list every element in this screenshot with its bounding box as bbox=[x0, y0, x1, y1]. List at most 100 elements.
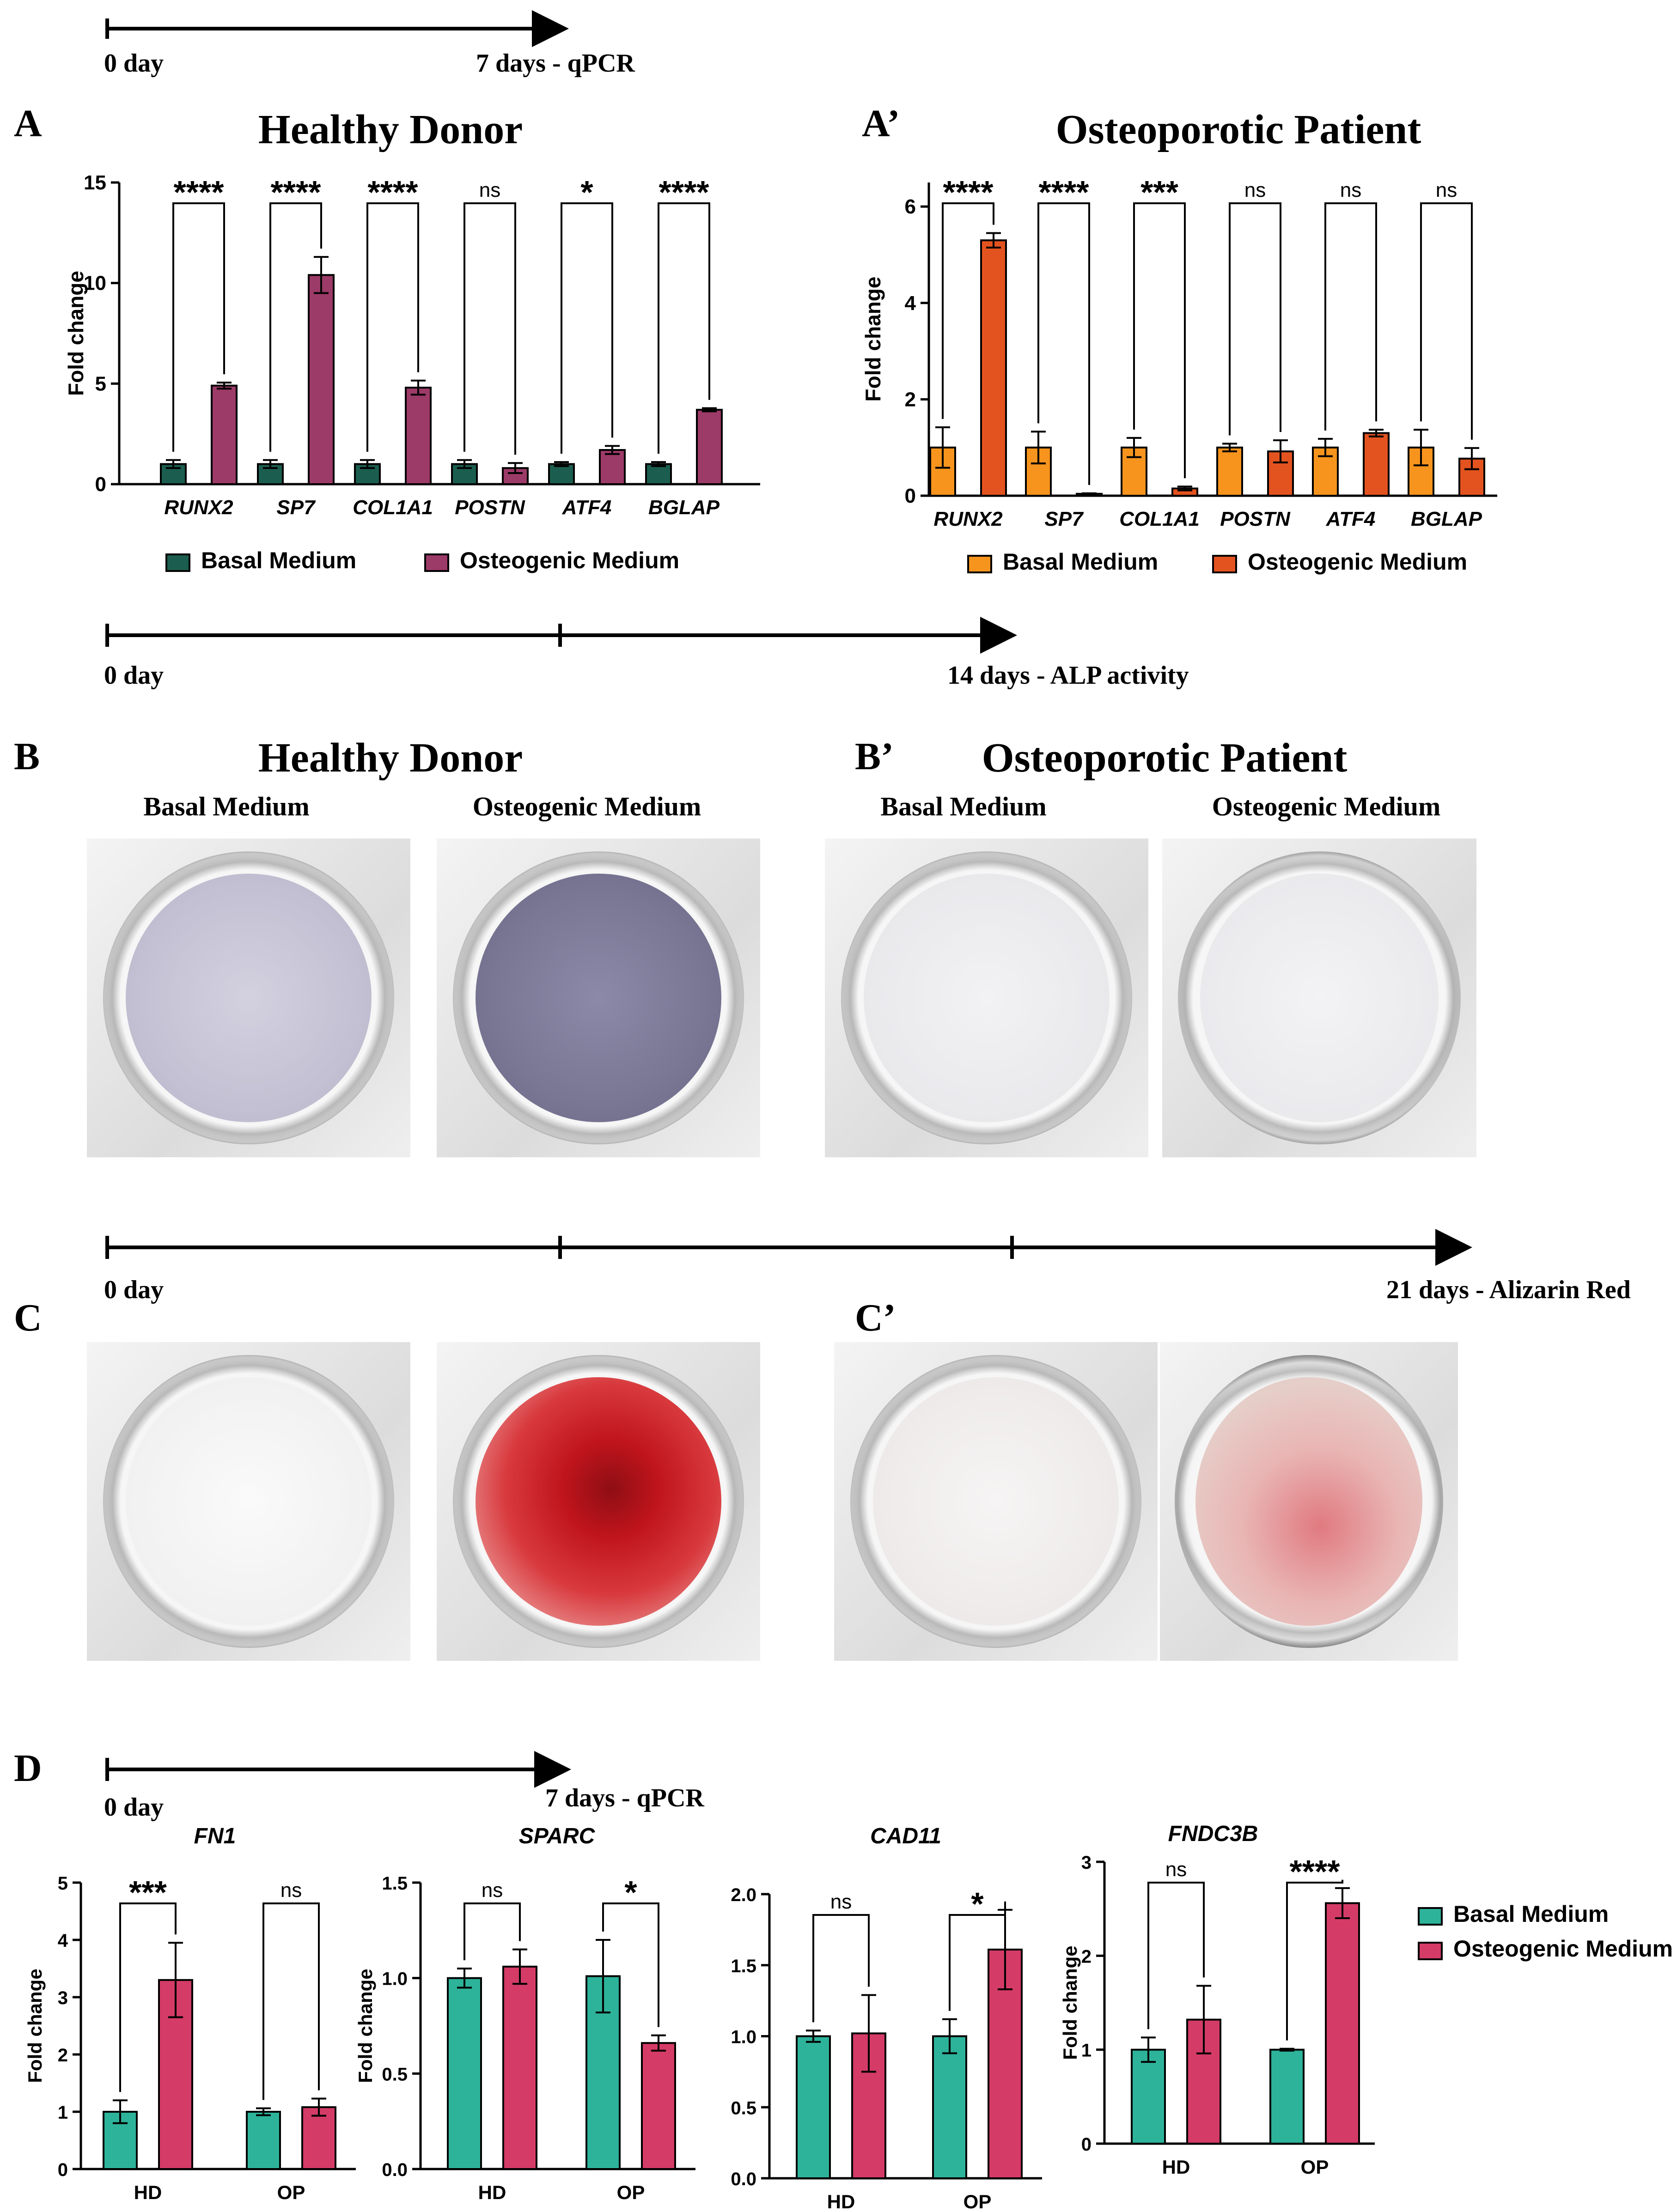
A-bar-RUNX2-osteogenic bbox=[211, 384, 238, 485]
A-sig-bracket-POSTN bbox=[463, 202, 516, 455]
A2-sig-label-ATF4: ns bbox=[1340, 179, 1361, 201]
well-photo-b-op-osteogenic bbox=[1162, 839, 1476, 1157]
A-ytick-label-10: 10 bbox=[84, 272, 106, 295]
A-category-ATF4: ATF4 bbox=[562, 496, 612, 519]
a-legend-label-0: Basal Medium bbox=[201, 547, 356, 573]
panel-b-sub-basal: Basal Medium bbox=[143, 791, 309, 821]
D4-category-OP: OP bbox=[1301, 2156, 1329, 2178]
A-category-COL1A1: COL1A1 bbox=[353, 496, 433, 519]
a-legend-swatch-1 bbox=[424, 553, 449, 572]
D2-category-OP: OP bbox=[617, 2182, 645, 2203]
well-photo-b-hd-osteogenic bbox=[437, 839, 760, 1157]
d-legend-swatch-0 bbox=[1418, 1907, 1443, 1926]
a-legend-label-1: Osteogenic Medium bbox=[460, 547, 679, 573]
A2-category-SP7: SP7 bbox=[1044, 508, 1084, 530]
D1-category-OP: OP bbox=[277, 2182, 305, 2203]
a-legend-swatch-0 bbox=[165, 553, 190, 572]
A-bar-SP7-osteogenic bbox=[308, 274, 335, 486]
A-sig-label-RUNX2: **** bbox=[174, 174, 225, 210]
timeline-4-start: 0 day bbox=[104, 1793, 164, 1822]
A2-sig-bracket-BGLAP bbox=[1420, 202, 1473, 440]
well-photo-c-op-basal bbox=[834, 1342, 1158, 1661]
A-sig-label-BGLAP: **** bbox=[659, 174, 710, 210]
timeline-3-start: 0 day bbox=[104, 1276, 164, 1304]
A2-ytick-label-6: 6 bbox=[905, 195, 916, 218]
timeline-4-end: 7 days - qPCR bbox=[545, 1784, 704, 1812]
panel-label-c-prime: C’ bbox=[855, 1296, 896, 1339]
D1-sig-label-OP: ns bbox=[281, 1879, 302, 1902]
D4-y-label: Fold change bbox=[1059, 1945, 1081, 2060]
panel-label-b: B bbox=[14, 735, 40, 778]
D4-ytick-label-0: 0 bbox=[1081, 2134, 1092, 2155]
D3-sig-bracket-OP bbox=[949, 1901, 1006, 2011]
D2-ytick-label-0.5: 0.5 bbox=[382, 2064, 408, 2084]
A2-sig-bracket-SP7 bbox=[1037, 202, 1090, 485]
panel-label-a-prime: A’ bbox=[862, 102, 900, 145]
D1-y-label: Fold change bbox=[24, 1969, 46, 2083]
D2-ytick-label-0: 0.0 bbox=[382, 2160, 408, 2180]
A-bar-ATF4-basal bbox=[548, 463, 575, 486]
d-legend-label-1: Osteogenic Medium bbox=[1453, 1936, 1673, 1962]
D4-bar-HD-basal bbox=[1131, 2048, 1166, 2145]
A-sig-bracket-COL1A1 bbox=[366, 202, 419, 452]
A2-category-COL1A1: COL1A1 bbox=[1119, 508, 1200, 530]
A-bar-COL1A1-osteogenic bbox=[405, 387, 432, 485]
A2-sig-label-BGLAP: ns bbox=[1436, 179, 1457, 201]
A2-category-RUNX2: RUNX2 bbox=[933, 508, 1003, 530]
D1-bar-OP-basal bbox=[246, 2111, 281, 2170]
A2-sig-label-RUNX2: **** bbox=[943, 174, 994, 210]
A2-sig-label-POSTN: ns bbox=[1244, 179, 1266, 201]
A-category-RUNX2: RUNX2 bbox=[164, 496, 233, 519]
D4-sig-label-HD: ns bbox=[1165, 1858, 1187, 1881]
timeline-2: 0 day 14 days - ALP activity bbox=[104, 617, 1189, 690]
A2-sig-label-COL1A1: *** bbox=[1140, 174, 1178, 210]
panel-a-prime-title: Osteoporotic Patient bbox=[1056, 107, 1421, 152]
A-sig-label-COL1A1: **** bbox=[368, 174, 419, 210]
A2-bar-POSTN-basal bbox=[1216, 446, 1243, 497]
D3-ytick-label-1.5: 1.5 bbox=[731, 1956, 756, 1976]
a-prime-legend-label-1: Osteogenic Medium bbox=[1248, 549, 1467, 575]
D2-sig-bracket-OP bbox=[602, 1902, 659, 2027]
well-photo-c-hd-osteogenic bbox=[437, 1342, 760, 1661]
D3-chart-title: CAD11 bbox=[870, 1824, 941, 1848]
D1-ytick-label-5: 5 bbox=[58, 1873, 68, 1894]
A2-category-POSTN: POSTN bbox=[1220, 508, 1291, 530]
D4-sig-label-OP: **** bbox=[1290, 1853, 1341, 1890]
D3-bar-HD-basal bbox=[796, 2035, 831, 2179]
A-sig-bracket-BGLAP bbox=[658, 202, 710, 454]
D2-sig-label-OP: * bbox=[624, 1874, 637, 1910]
D3-bar-OP-basal bbox=[932, 2035, 967, 2179]
A-category-POSTN: POSTN bbox=[455, 496, 525, 519]
A2-ytick-label-4: 4 bbox=[905, 292, 916, 315]
D4-ytick-label-3: 3 bbox=[1081, 1853, 1092, 1873]
D1-ytick-label-2: 2 bbox=[58, 2045, 68, 2066]
panel-b-prime-sub-basal: Basal Medium bbox=[880, 791, 1046, 821]
A2-sig-bracket-RUNX2 bbox=[942, 202, 994, 419]
A2-sig-bracket-COL1A1 bbox=[1133, 202, 1186, 479]
A-bar-ATF4-osteogenic bbox=[599, 449, 626, 486]
D2-sig-label-HD: ns bbox=[482, 1879, 503, 1902]
D4-category-HD: HD bbox=[1162, 2156, 1190, 2178]
D3-category-HD: HD bbox=[827, 2191, 855, 2212]
D3-ytick-label-0: 0.0 bbox=[731, 2169, 756, 2189]
A-sig-label-ATF4: * bbox=[580, 174, 593, 210]
panel-b-sub-osteo: Osteogenic Medium bbox=[473, 791, 701, 821]
D2-y-label: Fold change bbox=[354, 1969, 376, 2083]
A-ytick-label-5: 5 bbox=[95, 372, 106, 395]
D1-ytick-label-0: 0 bbox=[58, 2160, 68, 2180]
timeline-2-start: 0 day bbox=[104, 661, 164, 690]
A-sig-bracket-SP7 bbox=[269, 202, 322, 452]
well-photo-c-op-osteogenic bbox=[1160, 1342, 1458, 1661]
A-sig-label-POSTN: ns bbox=[479, 179, 500, 201]
well-photo-b-op-basal bbox=[825, 839, 1148, 1157]
D1-chart-title: FN1 bbox=[194, 1824, 236, 1848]
A-sig-bracket-RUNX2 bbox=[172, 202, 225, 452]
panel-b-prime-sub-osteo: Osteogenic Medium bbox=[1212, 791, 1441, 821]
a-prime-legend-swatch-1 bbox=[1212, 555, 1237, 573]
A2-ytick-label-0: 0 bbox=[905, 485, 916, 507]
timeline-4: 0 day 7 days - qPCR bbox=[104, 1751, 704, 1822]
well-photo-b-hd-basal bbox=[87, 839, 410, 1157]
A2-y-label: Fold change bbox=[861, 277, 885, 402]
